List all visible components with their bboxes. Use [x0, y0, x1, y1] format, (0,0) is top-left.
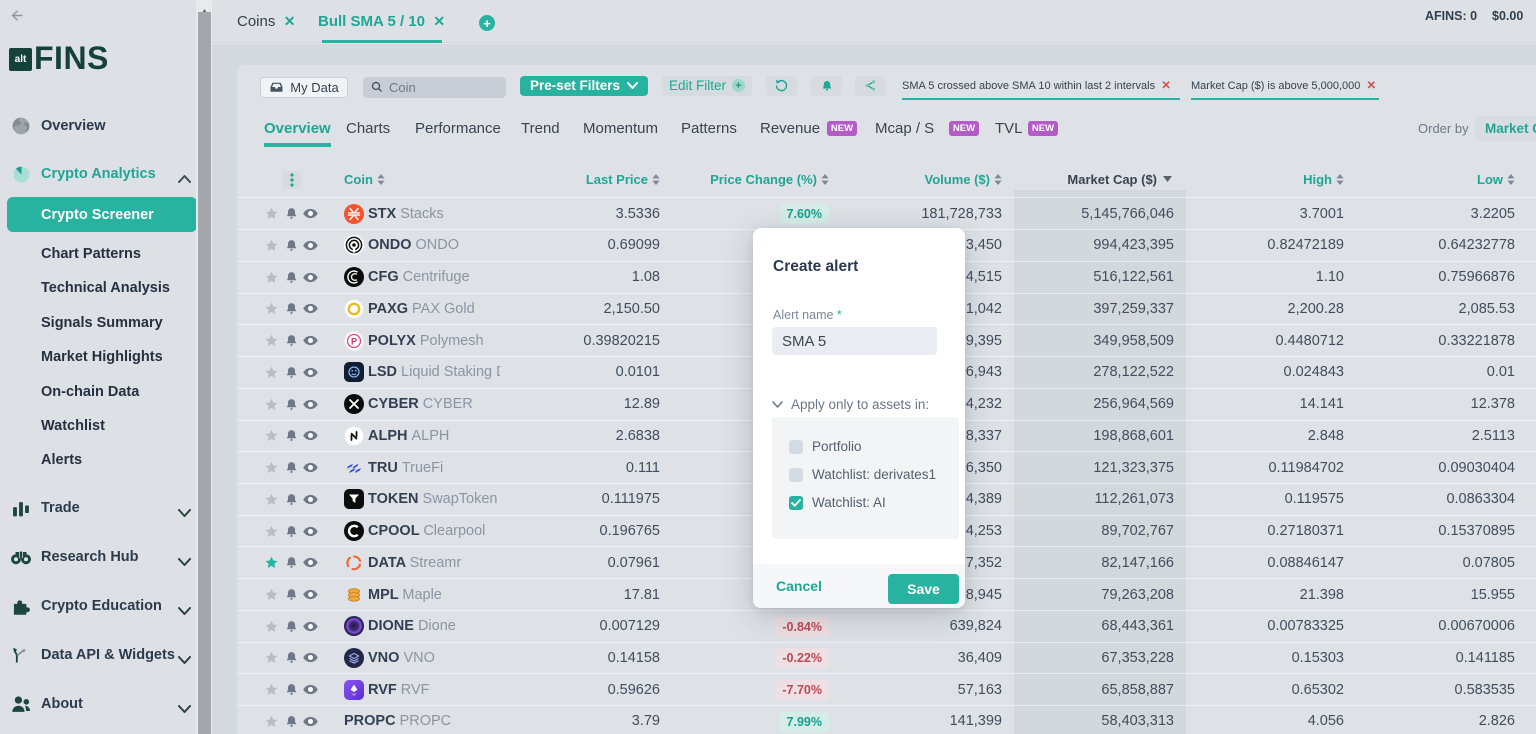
svg-text:P: P: [351, 336, 357, 346]
